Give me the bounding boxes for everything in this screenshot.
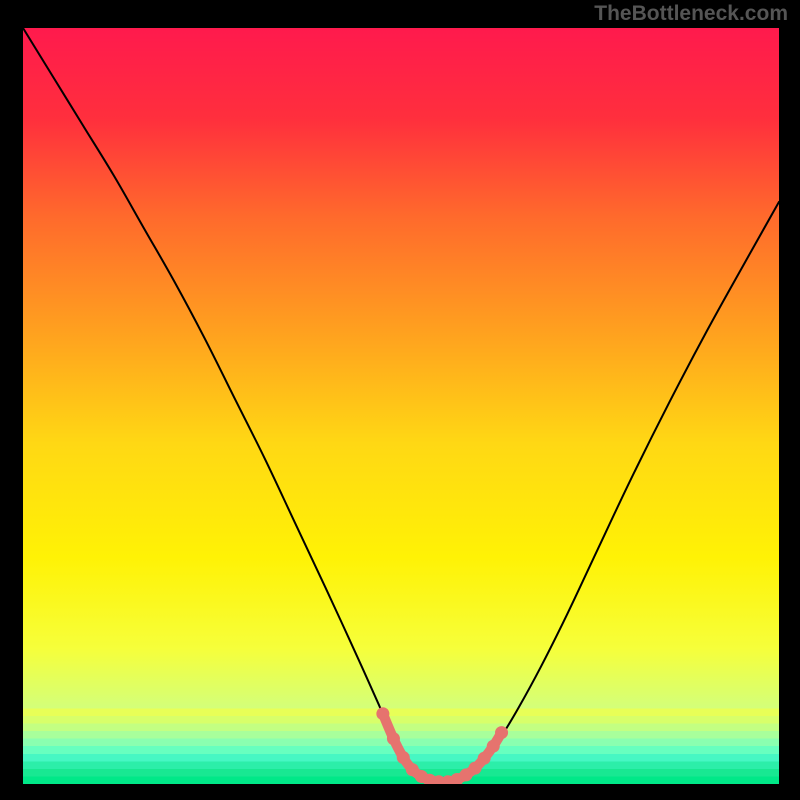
highlight-dot (376, 707, 389, 720)
plot-area (23, 28, 779, 784)
curve-layer (23, 28, 779, 784)
chart-root: TheBottleneck.com (0, 0, 800, 800)
highlight-dot (495, 726, 508, 739)
highlight-dot (469, 762, 482, 775)
highlight-dot (397, 751, 410, 764)
highlight-dot (478, 752, 491, 765)
highlight-segment (383, 714, 502, 782)
bottleneck-curve (23, 28, 779, 782)
watermark-text: TheBottleneck.com (594, 2, 788, 26)
highlight-dot (487, 740, 500, 753)
highlight-dot (387, 732, 400, 745)
